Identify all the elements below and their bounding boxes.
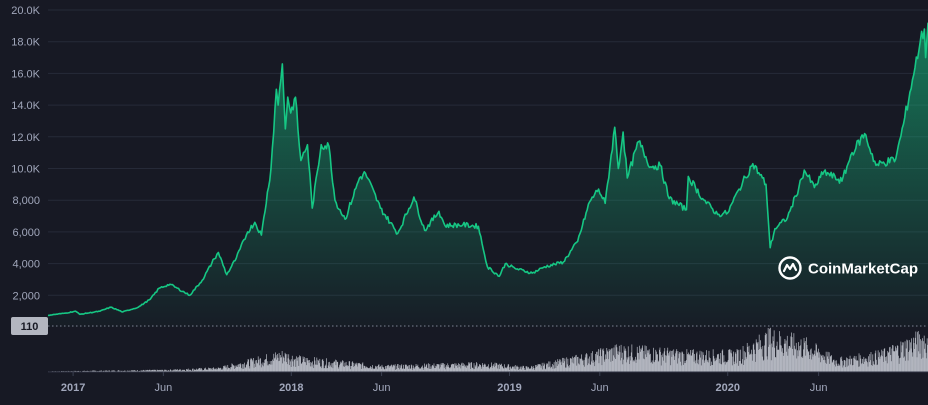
y-tick-label: 18.0K <box>11 37 40 49</box>
area-layer <box>48 23 928 327</box>
volume-badge-label: 110 <box>21 321 39 333</box>
x-tick-label: 2018 <box>279 382 303 394</box>
x-axis: 2017 Jun 2018 Jun 2019 Jun 2020 Jun <box>48 372 928 394</box>
x-tick-label: Jun <box>810 382 828 394</box>
y-tick-label: 8,000 <box>12 195 40 207</box>
watermark-brand: CoinMarketCap <box>808 261 918 278</box>
y-tick-label: 20.0K <box>11 5 40 17</box>
y-tick-label: 14.0K <box>11 100 40 112</box>
y-tick-label: 2,000 <box>12 290 40 302</box>
x-tick-label: 2020 <box>715 382 739 394</box>
y-axis: 2,000 4,000 6,000 8,000 10.0K 12.0K 14.0K 16.0K… <box>11 5 40 302</box>
x-tick-label: 2019 <box>497 382 521 394</box>
price-area-fill <box>48 23 928 327</box>
x-tick-label: 2017 <box>61 382 85 394</box>
volume-layer <box>48 328 928 372</box>
y-tick-label: 16.0K <box>11 68 40 80</box>
x-tick-label: Jun <box>591 382 609 394</box>
y-tick-label: 6,000 <box>12 227 40 239</box>
y-tick-label: 10.0K <box>11 164 40 176</box>
x-tick-label: Jun <box>373 382 391 394</box>
x-tick-label: Jun <box>155 382 173 394</box>
y-tick-label: 12.0K <box>11 132 40 144</box>
y-tick-label: 4,000 <box>12 259 40 271</box>
